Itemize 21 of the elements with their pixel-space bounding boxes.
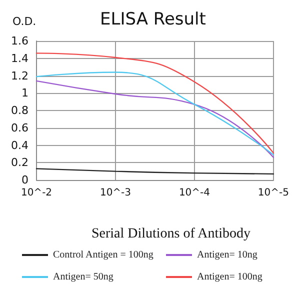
- y-tick-label: 0.6: [10, 121, 28, 134]
- y-tick-label: 1.4: [10, 52, 28, 65]
- y-tick-label: 1.6: [10, 34, 28, 48]
- legend-label: Antigen= 100ng: [197, 272, 262, 282]
- x-tick-label: 10^-2: [20, 188, 52, 198]
- y-tick-label: 0.4: [10, 138, 28, 152]
- chart-title: ELISA Result: [100, 10, 206, 30]
- legend-label: Antigen= 10ng: [197, 250, 258, 260]
- line-series: [36, 52, 274, 154]
- y-axis-title: O.D.: [12, 15, 36, 28]
- x-tick-label: 10^-4: [178, 188, 210, 198]
- x-tick-label: 10^-5: [258, 188, 289, 198]
- x-axis-title: Serial Dilutions of Antibody: [91, 226, 251, 242]
- legend-label: Control Antigen = 100ng: [53, 250, 154, 260]
- y-tick-label: 0.2: [10, 156, 28, 170]
- y-tick-label: 1: [21, 86, 28, 100]
- legend-label: Antigen= 50ng: [53, 272, 114, 282]
- x-tick-label: 10^-3: [100, 188, 132, 198]
- y-tick-label: 0.8: [10, 104, 28, 117]
- y-tick-label: 0: [21, 174, 28, 186]
- y-tick-label: 1.2: [10, 69, 28, 82]
